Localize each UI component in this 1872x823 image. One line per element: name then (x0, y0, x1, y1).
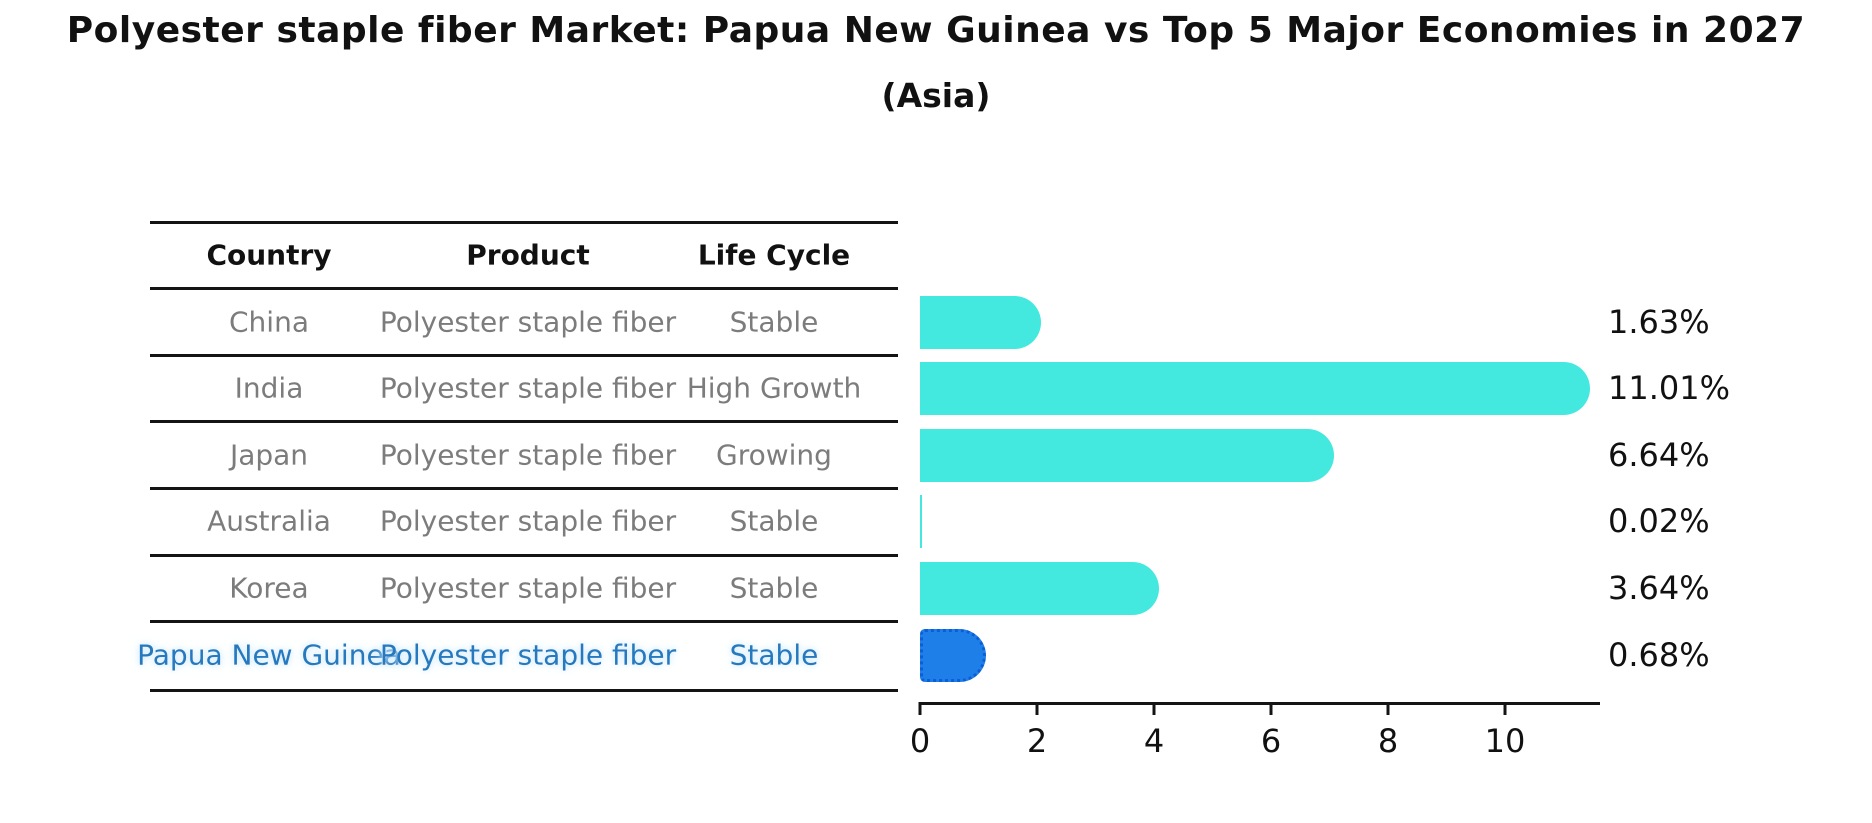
cell-product: Polyester staple fiber (379, 638, 677, 672)
cell-product: Polyester staple fiber (379, 305, 677, 339)
x-axis-tick (1152, 702, 1156, 715)
x-axis-tick (1503, 702, 1507, 715)
table-row-rule (150, 354, 898, 357)
bar-australia (920, 494, 922, 548)
x-axis-tick-label: 8 (1377, 722, 1399, 760)
column-header-product: Product (466, 238, 590, 272)
cell-country: China (229, 305, 309, 339)
value-label: 0.02% (1608, 502, 1710, 540)
x-axis-tick-label: 0 (909, 722, 931, 760)
cell-life_cycle: Stable (729, 571, 819, 605)
table-top-rule (150, 221, 898, 224)
x-axis-tick-label: 4 (1143, 722, 1165, 760)
chart-title: Polyester staple fiber Market: Papua New… (66, 10, 1806, 51)
cell-product: Polyester staple fiber (379, 371, 677, 405)
x-axis-tick (918, 702, 922, 715)
cell-life_cycle: Stable (729, 638, 819, 672)
column-header-life_cycle: Life Cycle (697, 238, 851, 272)
cell-country: Korea (229, 571, 309, 605)
table-row-rule (150, 487, 898, 490)
cell-life_cycle: Stable (729, 504, 819, 538)
cell-life_cycle: Stable (729, 305, 819, 339)
cell-product: Polyester staple fiber (379, 571, 677, 605)
value-label: 1.63% (1608, 303, 1710, 341)
table-row-rule (150, 420, 898, 423)
table-row-rule (150, 554, 898, 557)
table-bottom-rule (150, 689, 898, 692)
cell-product: Polyester staple fiber (379, 504, 677, 538)
table-row-rule (150, 620, 898, 623)
x-axis-tick (1386, 702, 1390, 715)
bar-india (920, 361, 1591, 415)
x-axis-line (920, 702, 1600, 705)
chart-subtitle: (Asia) (881, 76, 991, 115)
bar-papua-new-guinea (920, 628, 986, 682)
cell-country: India (234, 371, 304, 405)
bar-korea (920, 561, 1159, 615)
bar-china (920, 295, 1042, 349)
value-label: 6.64% (1608, 436, 1710, 474)
x-axis-tick-label: 10 (1484, 722, 1526, 760)
value-label: 11.01% (1608, 369, 1731, 407)
x-axis-tick-label: 2 (1026, 722, 1048, 760)
cell-country: Papua New Guinea (137, 638, 401, 672)
x-axis-tick-label: 6 (1260, 722, 1282, 760)
cell-life_cycle: Growing (716, 438, 832, 472)
cell-product: Polyester staple fiber (379, 438, 677, 472)
cell-country: Australia (207, 504, 331, 538)
bar-japan (920, 428, 1335, 482)
x-axis-tick (1035, 702, 1039, 715)
cell-country: Japan (229, 438, 309, 472)
value-label: 3.64% (1608, 569, 1710, 607)
x-axis-tick (1269, 702, 1273, 715)
cell-life_cycle: High Growth (686, 371, 862, 405)
value-label: 0.68% (1608, 636, 1710, 674)
column-header-country: Country (206, 238, 332, 272)
table-row-rule (150, 287, 898, 290)
